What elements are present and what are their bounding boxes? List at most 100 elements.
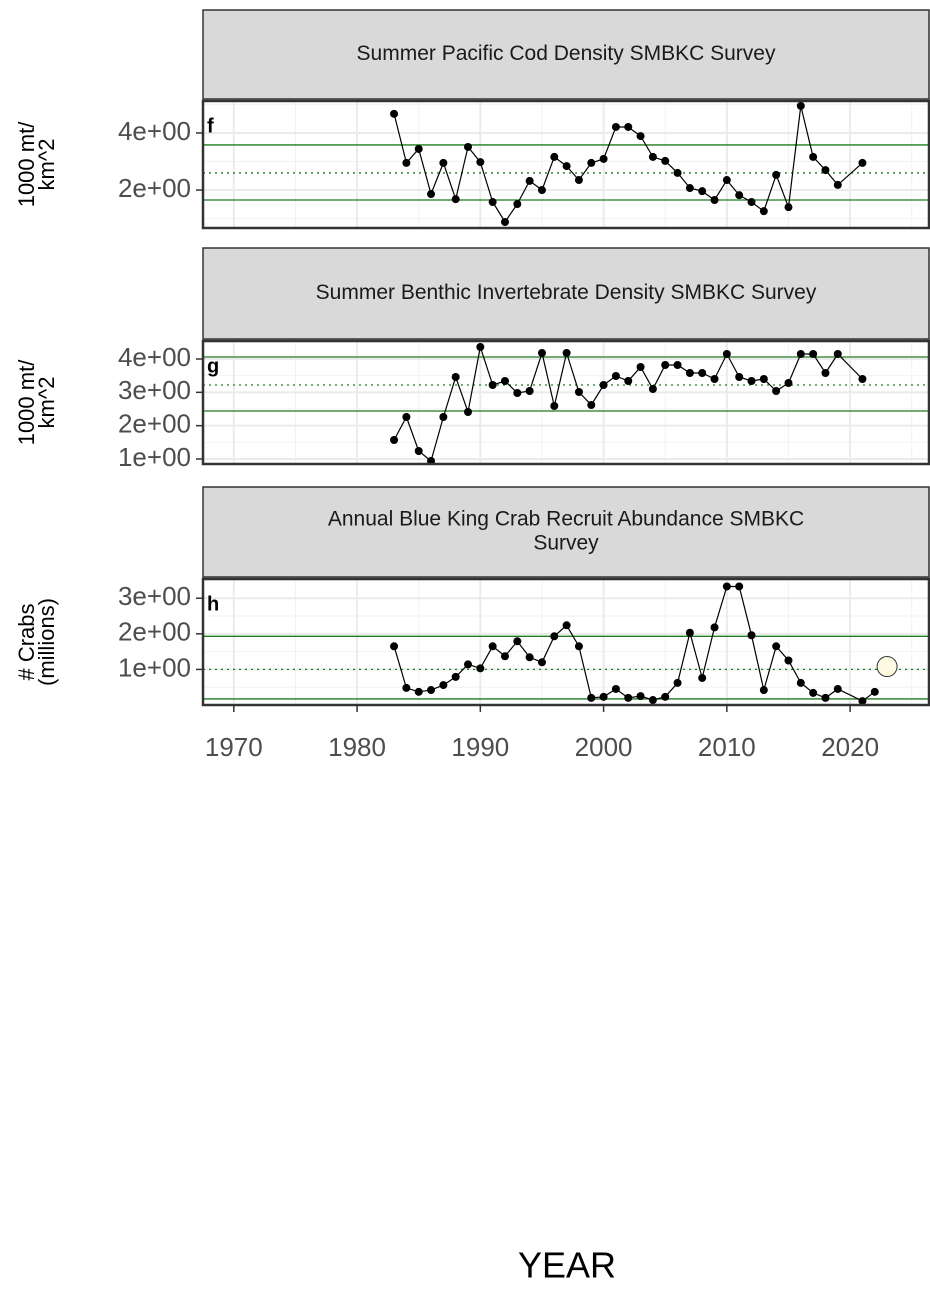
data-point	[464, 660, 473, 669]
data-point	[390, 642, 399, 651]
data-point	[809, 688, 818, 697]
data-point	[833, 684, 842, 693]
data-point	[833, 350, 842, 358]
panel-background	[203, 579, 929, 705]
data-point	[735, 373, 744, 381]
panel-label: f	[207, 115, 214, 137]
data-point	[599, 381, 608, 389]
data-point	[710, 623, 719, 632]
data-point	[611, 684, 620, 693]
data-point	[735, 582, 744, 591]
data-point	[698, 187, 707, 196]
data-point	[796, 101, 805, 110]
y-tick-label: 4e+00	[118, 116, 191, 146]
data-point	[809, 152, 818, 161]
x-tick-label: 2010	[698, 732, 756, 762]
y-tick-label: 1e+00	[118, 442, 191, 472]
data-point	[587, 693, 596, 702]
y-tick-label: 3e+00	[118, 375, 191, 405]
data-point	[451, 373, 460, 381]
data-point	[759, 375, 768, 383]
data-point	[722, 176, 731, 185]
x-tick-label: 1970	[205, 732, 263, 762]
data-point	[636, 692, 645, 701]
data-point	[858, 697, 867, 706]
data-point	[439, 413, 448, 421]
y-tick-label: 2e+00	[118, 173, 191, 203]
x-tick-label: 1980	[328, 732, 386, 762]
data-point	[747, 377, 756, 385]
data-point	[402, 413, 411, 421]
data-point	[747, 631, 756, 640]
y-tick-label: 1e+00	[118, 652, 191, 682]
y-axis-title: # Crabs	[14, 603, 39, 680]
data-point	[525, 176, 534, 185]
data-point	[525, 387, 534, 395]
x-tick-label: 2000	[575, 732, 633, 762]
panel-border	[201, 99, 930, 230]
data-point	[390, 109, 399, 118]
data-point	[759, 686, 768, 695]
data-point	[858, 375, 867, 383]
strip-title: Survey	[533, 532, 599, 555]
data-point	[599, 154, 608, 163]
data-point	[722, 350, 731, 358]
data-point	[562, 162, 571, 171]
data-point	[537, 658, 546, 667]
data-point	[636, 132, 645, 141]
y-axis-title: km^2	[34, 377, 59, 429]
data-point	[809, 350, 818, 358]
data-point	[685, 369, 694, 377]
data-point	[513, 200, 522, 209]
data-point	[784, 379, 793, 387]
data-point	[661, 692, 670, 701]
data-point	[464, 142, 473, 151]
data-point	[476, 664, 485, 673]
data-point	[821, 166, 830, 175]
y-tick-label: 4e+00	[118, 342, 191, 372]
data-point	[500, 652, 509, 661]
data-point	[402, 158, 411, 167]
data-point	[673, 168, 682, 177]
x-axis-title: YEAR	[518, 1245, 616, 1286]
strip-title: Summer Pacific Cod Density SMBKC Survey	[357, 42, 776, 65]
strip-title: Annual Blue King Crab Recruit Abundance …	[328, 508, 804, 531]
y-axis-title: 1000 mt/	[14, 121, 39, 207]
data-point	[537, 186, 546, 195]
data-point	[562, 621, 571, 630]
data-point	[722, 582, 731, 591]
data-point	[648, 696, 657, 705]
data-point	[685, 184, 694, 193]
data-point	[513, 637, 522, 646]
data-point	[476, 158, 485, 167]
data-point	[698, 369, 707, 377]
data-point	[796, 678, 805, 687]
data-point	[599, 692, 608, 701]
data-point	[784, 203, 793, 212]
data-point	[464, 408, 473, 416]
data-point	[500, 218, 509, 227]
strip-title: Summer Benthic Invertebrate Density SMBK…	[316, 281, 817, 304]
data-point	[747, 198, 756, 207]
data-point	[611, 122, 620, 131]
strip	[202, 247, 930, 340]
data-point	[427, 686, 436, 695]
data-point	[648, 385, 657, 393]
data-point	[451, 195, 460, 204]
data-point	[574, 176, 583, 185]
data-point	[784, 656, 793, 665]
strip	[202, 9, 930, 100]
data-point	[587, 401, 596, 409]
data-point	[476, 343, 485, 351]
data-point	[624, 377, 633, 385]
data-point	[611, 372, 620, 380]
data-point	[500, 377, 509, 385]
x-tick-label: 1990	[451, 732, 509, 762]
y-axis-title: (millions)	[34, 598, 59, 686]
data-point	[414, 687, 423, 696]
y-axis-title: km^2	[34, 139, 59, 191]
data-point	[735, 191, 744, 200]
data-point	[439, 681, 448, 690]
y-tick-label: 2e+00	[118, 617, 191, 647]
